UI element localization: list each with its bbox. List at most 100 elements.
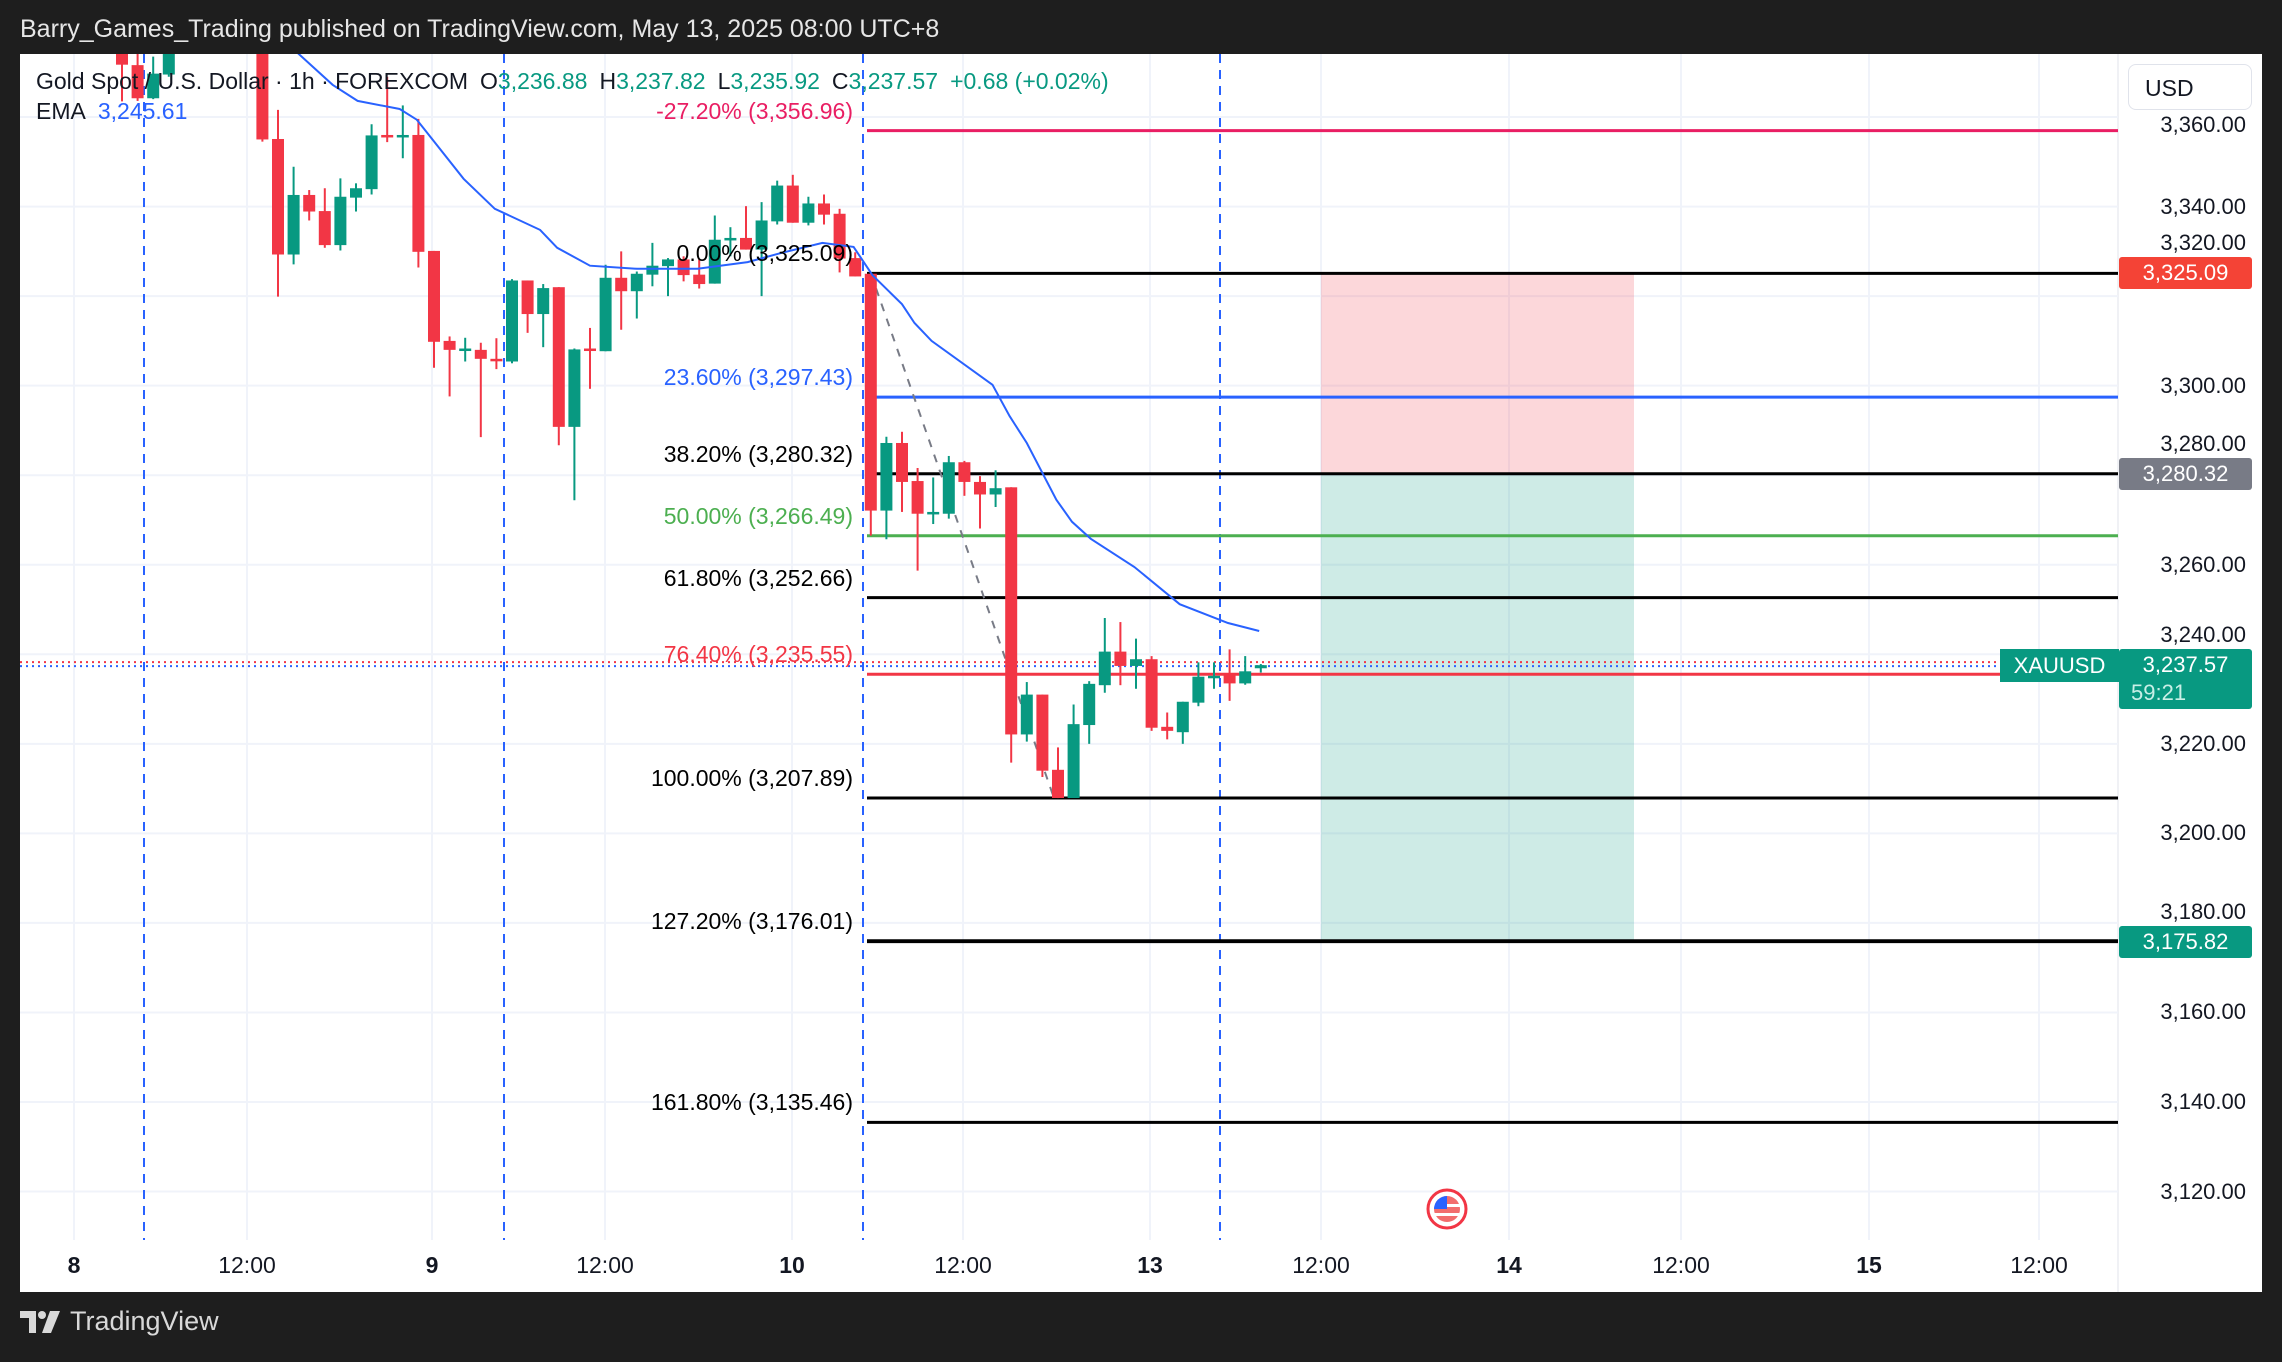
currency-button[interactable]: USD xyxy=(2128,64,2252,110)
candle-up[interactable] xyxy=(1192,662,1205,707)
candle-down[interactable] xyxy=(849,252,862,277)
candle-up[interactable] xyxy=(1083,681,1096,744)
candle-down[interactable] xyxy=(1114,622,1127,686)
candle-down[interactable] xyxy=(1223,649,1236,701)
candle-down[interactable] xyxy=(615,251,628,330)
candle-down[interactable] xyxy=(412,118,425,268)
candle-down[interactable] xyxy=(1145,656,1158,731)
candle-up[interactable] xyxy=(1067,704,1080,799)
candle-up[interactable] xyxy=(194,0,206,28)
candle-down[interactable] xyxy=(210,0,222,10)
candle-down[interactable] xyxy=(1036,694,1049,777)
candle-up[interactable] xyxy=(630,271,643,319)
fib-trend-line[interactable] xyxy=(869,273,1055,799)
candle-up[interactable] xyxy=(1020,682,1033,742)
candle-body xyxy=(615,277,628,292)
candle-down[interactable] xyxy=(381,76,394,143)
candle-down[interactable] xyxy=(428,250,440,368)
candle-body xyxy=(1254,665,1267,669)
candle-up[interactable] xyxy=(1254,664,1267,673)
candle-up[interactable] xyxy=(1098,618,1111,693)
candle-down[interactable] xyxy=(318,188,331,248)
candle-up[interactable] xyxy=(755,202,768,297)
candle-down[interactable] xyxy=(833,208,846,273)
candle-body xyxy=(1239,671,1252,684)
candle-down[interactable] xyxy=(116,28,128,102)
candle-down[interactable] xyxy=(474,342,487,438)
candle-up[interactable] xyxy=(662,258,674,297)
candle-body xyxy=(178,5,190,27)
candle-up[interactable] xyxy=(927,477,940,525)
candle-up[interactable] xyxy=(241,0,253,36)
candle-up[interactable] xyxy=(396,105,409,159)
candle-down[interactable] xyxy=(256,0,269,142)
candle-down[interactable] xyxy=(740,206,752,250)
candle-up[interactable] xyxy=(162,5,175,77)
candle-up[interactable] xyxy=(147,56,160,100)
candle-up[interactable] xyxy=(1176,701,1189,744)
candle-up[interactable] xyxy=(568,348,581,501)
candle-up[interactable] xyxy=(178,0,190,45)
candle-down[interactable] xyxy=(443,336,456,397)
candle-body xyxy=(443,340,456,350)
candle-up[interactable] xyxy=(708,215,721,284)
candle-up[interactable] xyxy=(1130,638,1142,689)
candle-body xyxy=(1192,676,1205,703)
price-axis-label: 3,175.82 xyxy=(2119,925,2252,958)
candle-down[interactable] xyxy=(864,273,877,536)
candle-up[interactable] xyxy=(599,264,612,352)
candle-up[interactable] xyxy=(771,180,784,225)
candle-down[interactable] xyxy=(896,431,908,512)
candle-body xyxy=(1083,683,1096,726)
candle-up[interactable] xyxy=(724,227,737,257)
candle-down[interactable] xyxy=(490,338,503,370)
fib-level-label: 76.40% (3,235.55) xyxy=(663,641,853,668)
candle-down[interactable] xyxy=(1161,712,1174,740)
position-target-zone[interactable] xyxy=(1321,473,1634,942)
candle-up[interactable] xyxy=(646,242,659,287)
open-value: 3,236.88 xyxy=(497,68,588,94)
candle-up[interactable] xyxy=(942,455,955,519)
ema-label[interactable]: EMA xyxy=(36,98,86,124)
candle-down[interactable] xyxy=(225,0,237,28)
candle-down[interactable] xyxy=(1005,487,1018,763)
candle-down[interactable] xyxy=(693,259,706,289)
candle-down[interactable] xyxy=(552,287,565,446)
candle-up[interactable] xyxy=(506,279,518,364)
candle-down[interactable] xyxy=(786,174,799,223)
candle-body xyxy=(303,194,316,212)
candle-down[interactable] xyxy=(974,476,986,529)
candle-down[interactable] xyxy=(521,280,534,333)
candle-down[interactable] xyxy=(958,460,971,496)
position-stop-zone[interactable] xyxy=(1321,273,1634,474)
candle-body xyxy=(1067,724,1080,799)
candle-body xyxy=(474,349,487,359)
fib-level-label: 23.60% (3,297.43) xyxy=(663,364,853,391)
ema-line[interactable] xyxy=(297,52,1260,632)
candle-down[interactable] xyxy=(272,109,284,297)
candle-up[interactable] xyxy=(880,436,893,540)
candle-down[interactable] xyxy=(584,327,596,389)
candle-down[interactable] xyxy=(818,194,830,225)
candle-up[interactable] xyxy=(802,196,815,226)
us-flag-event-icon[interactable] xyxy=(1426,1188,1468,1230)
candle-up[interactable] xyxy=(350,183,362,212)
candle-body xyxy=(256,54,269,140)
candle-up[interactable] xyxy=(334,178,347,251)
candle-up[interactable] xyxy=(1239,656,1252,685)
candle-up[interactable] xyxy=(459,337,472,362)
candle-down[interactable] xyxy=(131,50,144,101)
candle-up[interactable] xyxy=(365,124,378,195)
symbol-title[interactable]: Gold Spot / U.S. Dollar · 1h · FOREXCOM xyxy=(36,68,469,94)
candle-down[interactable] xyxy=(1052,747,1064,799)
candle-down[interactable] xyxy=(911,468,924,571)
candle-up[interactable] xyxy=(537,284,550,348)
candle-body xyxy=(334,196,347,246)
candle-up[interactable] xyxy=(1208,662,1220,689)
candle-up[interactable] xyxy=(287,166,300,265)
footer-brand[interactable]: TradingView xyxy=(20,1306,219,1337)
candle-down[interactable] xyxy=(303,190,316,221)
time-axis-label: 12:00 xyxy=(1652,1252,1710,1278)
candle-up[interactable] xyxy=(989,470,1002,508)
